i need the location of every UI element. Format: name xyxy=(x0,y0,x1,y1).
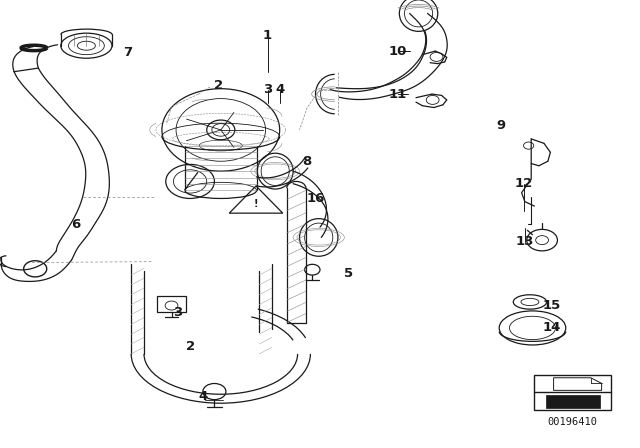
Text: 10: 10 xyxy=(389,44,407,58)
Text: !: ! xyxy=(253,199,259,209)
Text: 15: 15 xyxy=(543,299,561,312)
Text: 3: 3 xyxy=(173,306,182,319)
Text: 13: 13 xyxy=(516,235,534,249)
Text: 14: 14 xyxy=(543,321,561,335)
Text: 2: 2 xyxy=(186,340,195,353)
Text: 00196410: 00196410 xyxy=(548,417,598,427)
Text: 4: 4 xyxy=(199,389,208,403)
Text: 2: 2 xyxy=(214,78,223,92)
Text: 1: 1 xyxy=(263,29,272,43)
Text: 9: 9 xyxy=(496,119,505,132)
FancyBboxPatch shape xyxy=(546,395,600,408)
Text: 6: 6 xyxy=(71,217,80,231)
Text: 7: 7 xyxy=(124,46,132,60)
Text: 12: 12 xyxy=(515,177,532,190)
Text: 11: 11 xyxy=(389,87,407,101)
Text: 16: 16 xyxy=(307,192,325,206)
Text: 4: 4 xyxy=(276,83,285,96)
Text: 5: 5 xyxy=(344,267,353,280)
Text: 3: 3 xyxy=(263,83,272,96)
Text: 8: 8 xyxy=(303,155,312,168)
